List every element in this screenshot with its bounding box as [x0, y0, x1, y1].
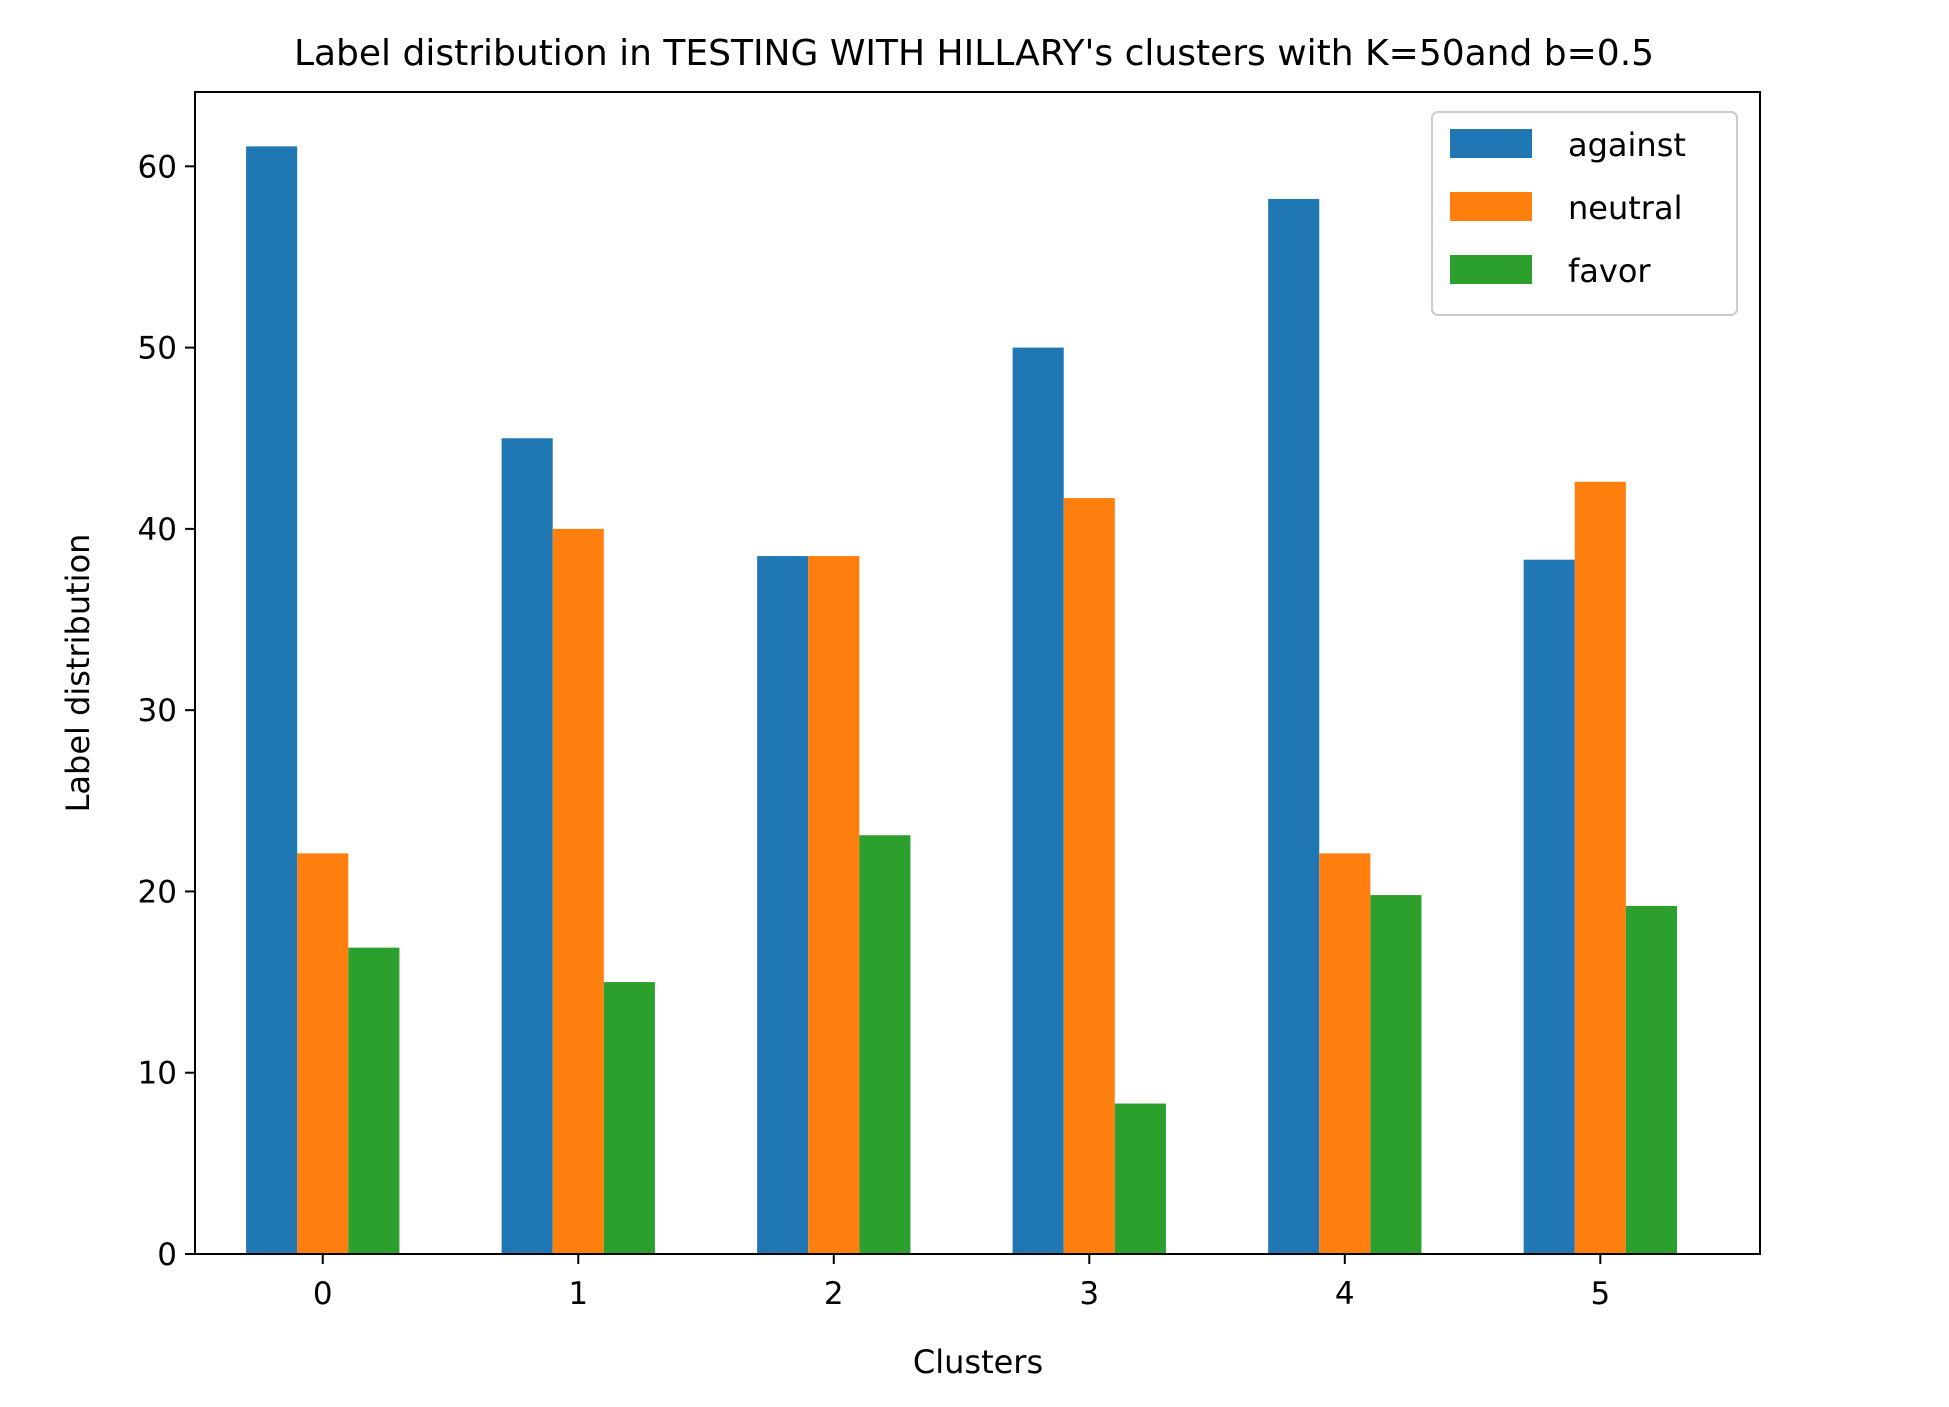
bar-favor-3: [1114, 1103, 1166, 1254]
y-tick-label: 50: [138, 331, 177, 367]
x-tick-label: 2: [824, 1276, 844, 1312]
y-tick-label: 0: [157, 1237, 177, 1273]
legend-swatch-favor: [1450, 255, 1532, 284]
x-tick-label: 0: [313, 1276, 333, 1312]
bar-against-3: [1012, 347, 1064, 1254]
legend-swatch-neutral: [1450, 192, 1532, 221]
x-tick-label: 1: [568, 1276, 588, 1312]
bar-against-2: [757, 556, 809, 1254]
y-tick-label: 10: [138, 1056, 177, 1092]
bar-favor-4: [1370, 895, 1422, 1254]
bar-neutral-2: [808, 556, 860, 1254]
x-axis: 0 1 2 3 4 5: [313, 1254, 1610, 1312]
x-axis-label: Clusters: [913, 1343, 1043, 1381]
bar-neutral-4: [1319, 853, 1371, 1254]
bar-against-1: [501, 438, 553, 1254]
x-tick-label: 3: [1079, 1276, 1099, 1312]
bar-against-5: [1523, 559, 1575, 1254]
y-tick-label: 20: [138, 874, 177, 910]
y-tick-label: 40: [138, 512, 177, 548]
legend-swatch-against: [1450, 129, 1532, 158]
bar-favor-2: [859, 835, 911, 1254]
legend-label-neutral: neutral: [1568, 189, 1682, 227]
x-tick-label: 4: [1335, 1276, 1355, 1312]
bar-against-4: [1268, 198, 1320, 1255]
legend-label-against: against: [1568, 126, 1686, 164]
chart-title: Label distribution in TESTING WITH HILLA…: [294, 33, 1654, 74]
y-tick-label: 60: [138, 149, 177, 185]
x-tick-label: 5: [1590, 1276, 1610, 1312]
y-tick-label: 30: [138, 693, 177, 729]
bar-neutral-5: [1574, 481, 1626, 1255]
bar-favor-5: [1625, 905, 1677, 1254]
legend-label-favor: favor: [1568, 252, 1651, 290]
bar-favor-1: [603, 982, 655, 1254]
legend: against neutral favor: [1431, 111, 1738, 316]
bars-group: [246, 146, 1677, 1255]
bar-favor-0: [348, 947, 400, 1254]
plot-frame: [194, 91, 1761, 1255]
y-axis-label: Label distribution: [59, 534, 97, 813]
bar-against-0: [246, 146, 298, 1254]
bar-neutral-0: [297, 853, 349, 1254]
bar-neutral-3: [1063, 498, 1115, 1254]
bar-neutral-1: [552, 528, 604, 1254]
y-axis: 0 10 20 30 40 50 60: [138, 149, 195, 1273]
